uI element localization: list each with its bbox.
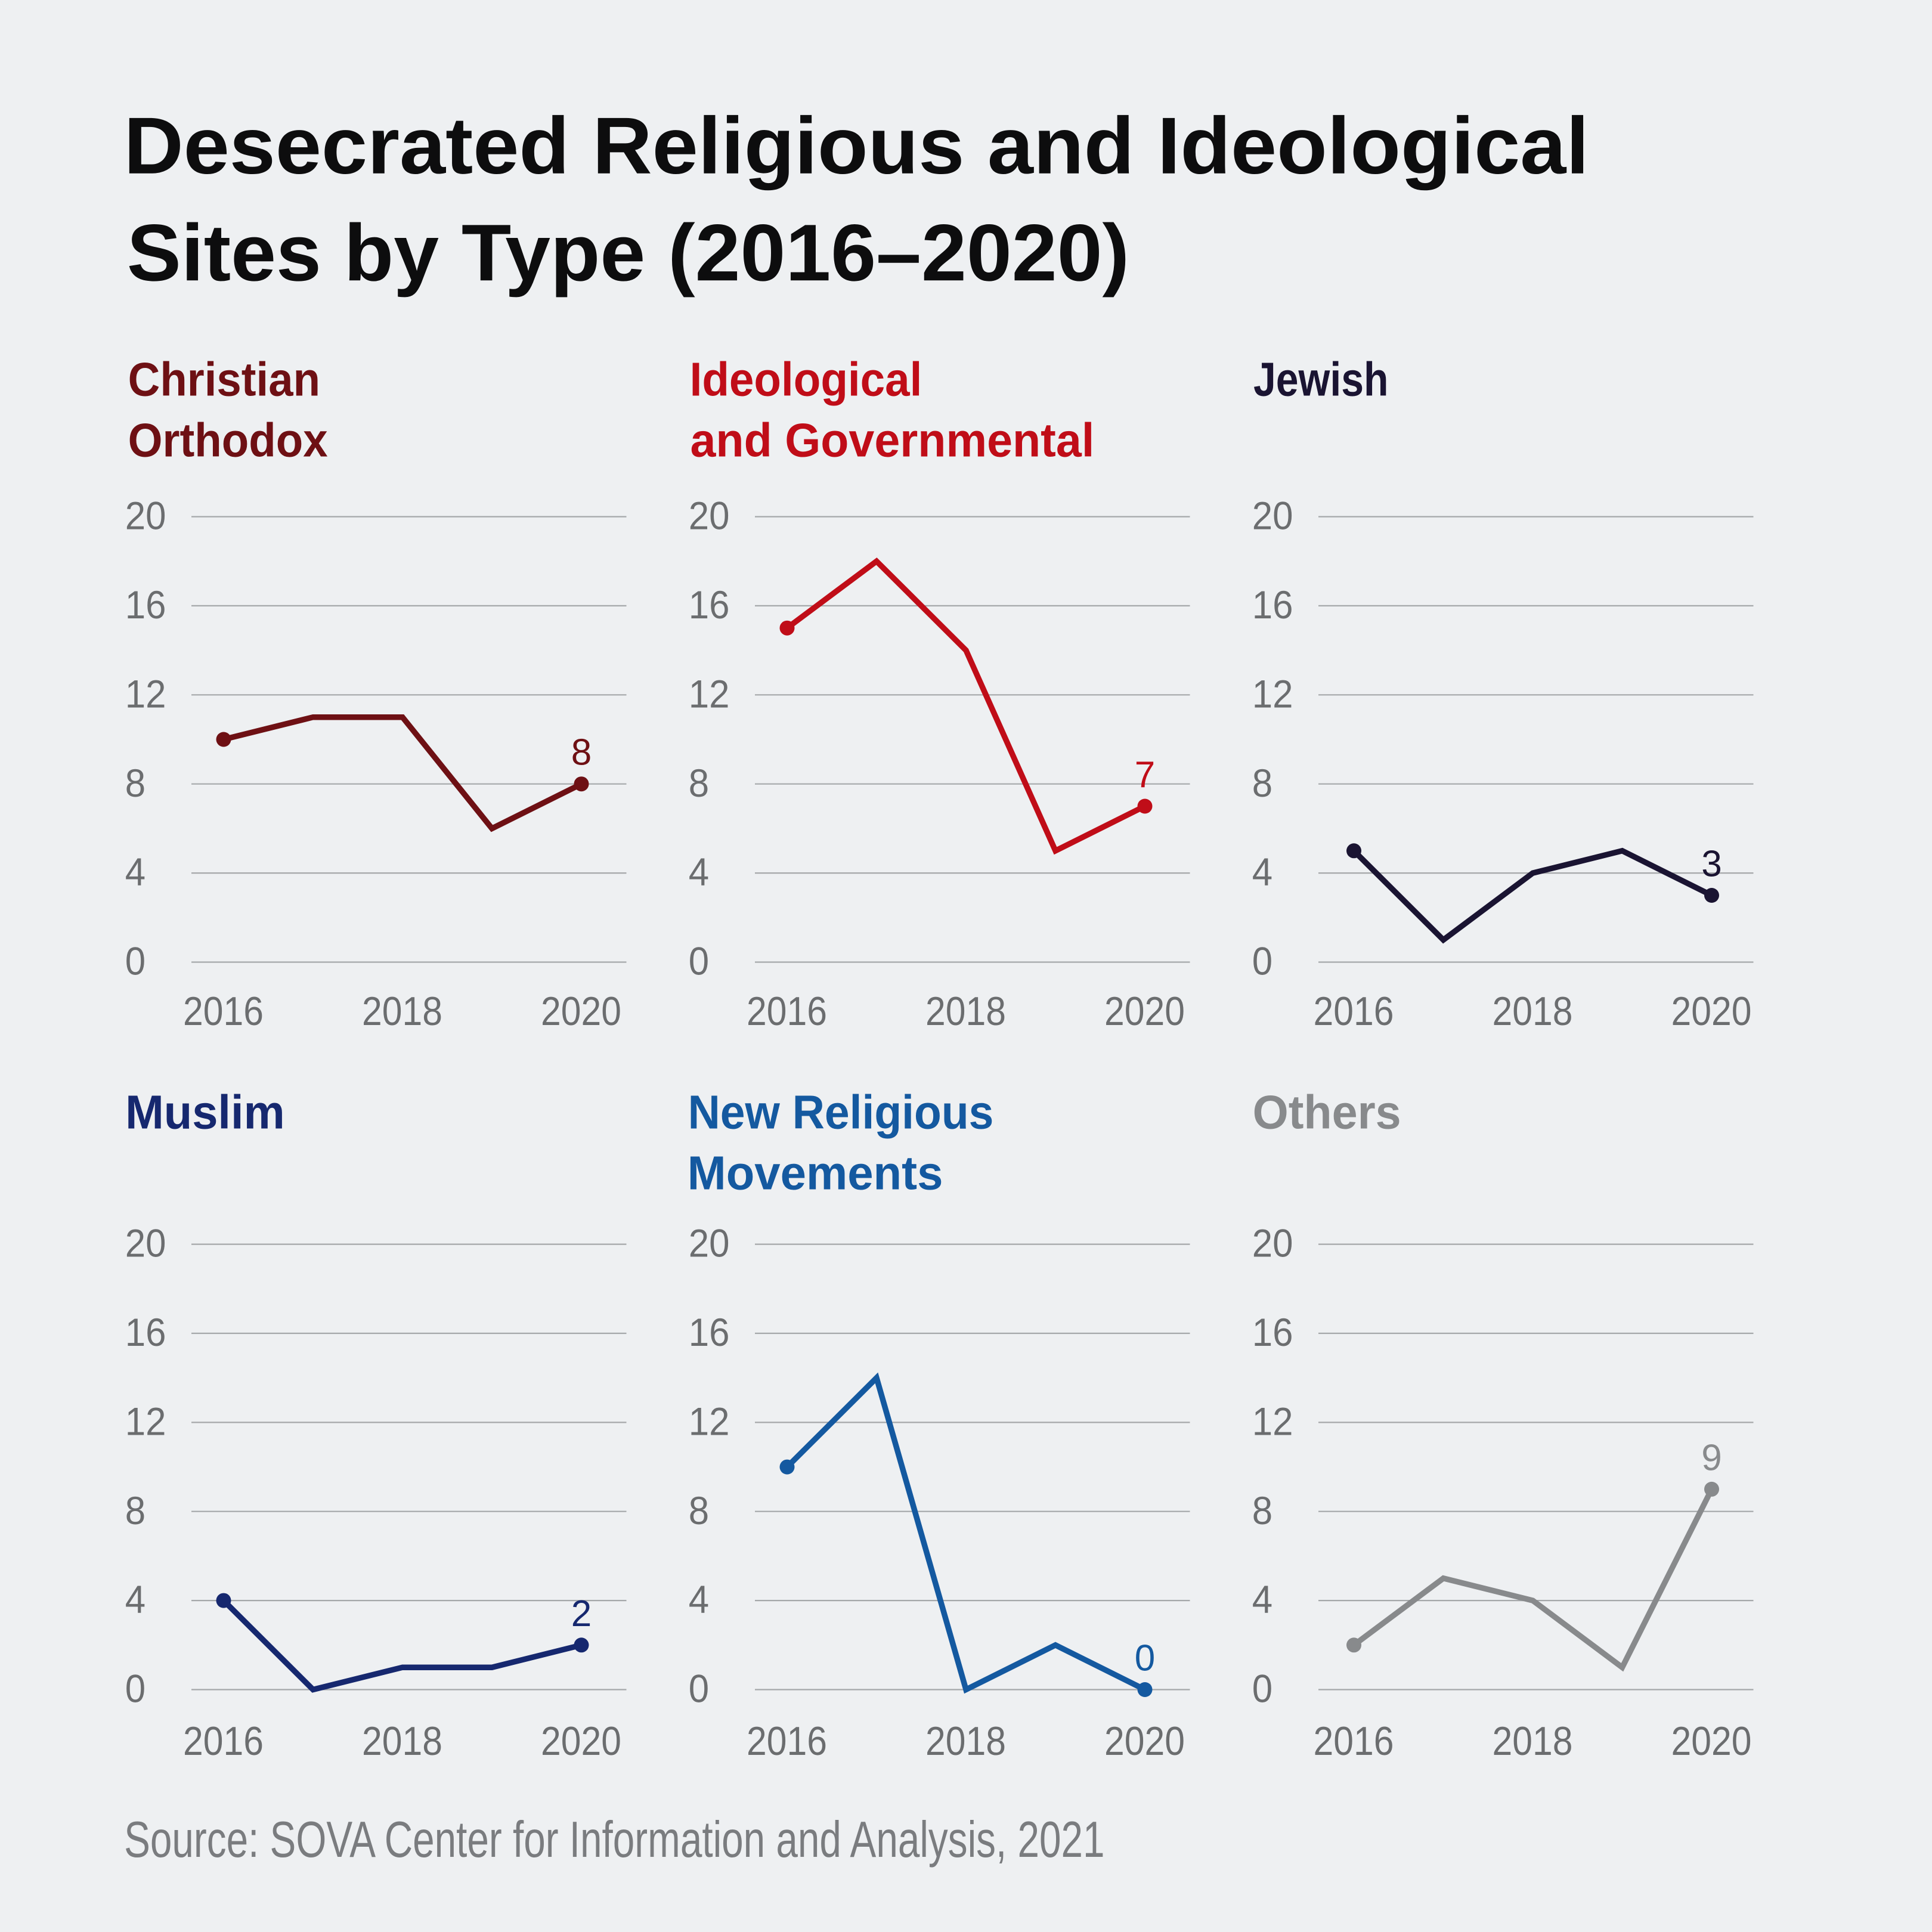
svg-text:2016: 2016 (1314, 989, 1394, 1034)
svg-text:0: 0 (125, 1667, 145, 1711)
svg-text:2018: 2018 (925, 1719, 1006, 1764)
svg-text:12: 12 (689, 672, 730, 716)
svg-text:Others: Others (1253, 1085, 1401, 1139)
svg-text:9: 9 (1701, 1437, 1722, 1478)
svg-text:4: 4 (1252, 850, 1272, 894)
svg-text:20: 20 (689, 494, 730, 538)
svg-text:2016: 2016 (183, 1719, 264, 1764)
svg-text:Source: SOVA Center for Inform: Source: SOVA Center for Information and … (124, 1812, 1104, 1868)
svg-text:0: 0 (689, 939, 709, 983)
svg-text:20: 20 (125, 1221, 166, 1265)
svg-text:16: 16 (1252, 1310, 1293, 1354)
svg-text:4: 4 (125, 1577, 145, 1621)
svg-text:3: 3 (1701, 844, 1722, 885)
svg-text:2020: 2020 (1104, 1719, 1185, 1764)
svg-text:2018: 2018 (1493, 989, 1573, 1034)
svg-text:16: 16 (689, 583, 730, 627)
svg-text:16: 16 (689, 1310, 730, 1354)
svg-text:2016: 2016 (183, 989, 264, 1034)
svg-text:2020: 2020 (1671, 989, 1752, 1034)
svg-text:0: 0 (125, 939, 145, 983)
svg-text:2020: 2020 (541, 1719, 621, 1764)
svg-text:12: 12 (125, 1400, 166, 1444)
svg-text:16: 16 (125, 583, 166, 627)
svg-text:2016: 2016 (747, 989, 827, 1034)
svg-text:4: 4 (689, 850, 709, 894)
svg-text:2018: 2018 (362, 1719, 442, 1764)
svg-text:Movements: Movements (688, 1146, 943, 1199)
svg-text:7: 7 (1135, 754, 1155, 795)
svg-text:12: 12 (689, 1400, 730, 1444)
svg-text:Ideological: Ideological (690, 353, 922, 406)
svg-text:2: 2 (571, 1593, 592, 1634)
svg-text:0: 0 (1135, 1638, 1155, 1679)
svg-text:2020: 2020 (541, 989, 621, 1034)
svg-text:8: 8 (1252, 761, 1272, 805)
svg-text:2016: 2016 (1314, 1719, 1394, 1764)
svg-text:20: 20 (1252, 494, 1293, 538)
svg-text:4: 4 (125, 850, 145, 894)
svg-text:0: 0 (689, 1667, 709, 1711)
svg-text:2018: 2018 (925, 989, 1006, 1034)
svg-text:0: 0 (1252, 939, 1272, 983)
svg-text:2018: 2018 (362, 989, 442, 1034)
svg-text:8: 8 (1252, 1488, 1272, 1532)
svg-text:20: 20 (689, 1221, 730, 1265)
svg-text:12: 12 (1252, 1400, 1293, 1444)
svg-text:Desecrated Religious and Ideol: Desecrated Religious and Ideological (124, 100, 1589, 190)
svg-text:8: 8 (689, 761, 709, 805)
svg-text:8: 8 (689, 1488, 709, 1532)
svg-text:0: 0 (1252, 1667, 1272, 1711)
svg-text:New Religious: New Religious (688, 1086, 994, 1140)
svg-text:2020: 2020 (1104, 989, 1185, 1034)
svg-text:12: 12 (1252, 672, 1293, 716)
svg-text:and Governmental: and Governmental (691, 413, 1095, 467)
svg-text:2020: 2020 (1671, 1719, 1752, 1764)
svg-text:8: 8 (571, 732, 592, 773)
svg-text:16: 16 (1252, 583, 1293, 627)
svg-text:2016: 2016 (747, 1719, 827, 1764)
svg-text:Jewish: Jewish (1253, 352, 1388, 405)
svg-text:Christian: Christian (128, 353, 320, 406)
svg-text:4: 4 (689, 1577, 709, 1621)
svg-text:20: 20 (125, 494, 166, 538)
svg-text:4: 4 (1252, 1577, 1272, 1621)
svg-text:2018: 2018 (1493, 1719, 1573, 1764)
svg-text:8: 8 (125, 761, 145, 805)
svg-text:8: 8 (125, 1488, 145, 1532)
svg-text:16: 16 (125, 1310, 166, 1354)
svg-text:Sites by Type (2016–2020): Sites by Type (2016–2020) (127, 208, 1129, 298)
svg-text:20: 20 (1252, 1221, 1293, 1265)
svg-text:Muslim: Muslim (125, 1086, 285, 1139)
svg-text:Orthodox: Orthodox (128, 414, 328, 467)
svg-text:12: 12 (125, 672, 166, 716)
